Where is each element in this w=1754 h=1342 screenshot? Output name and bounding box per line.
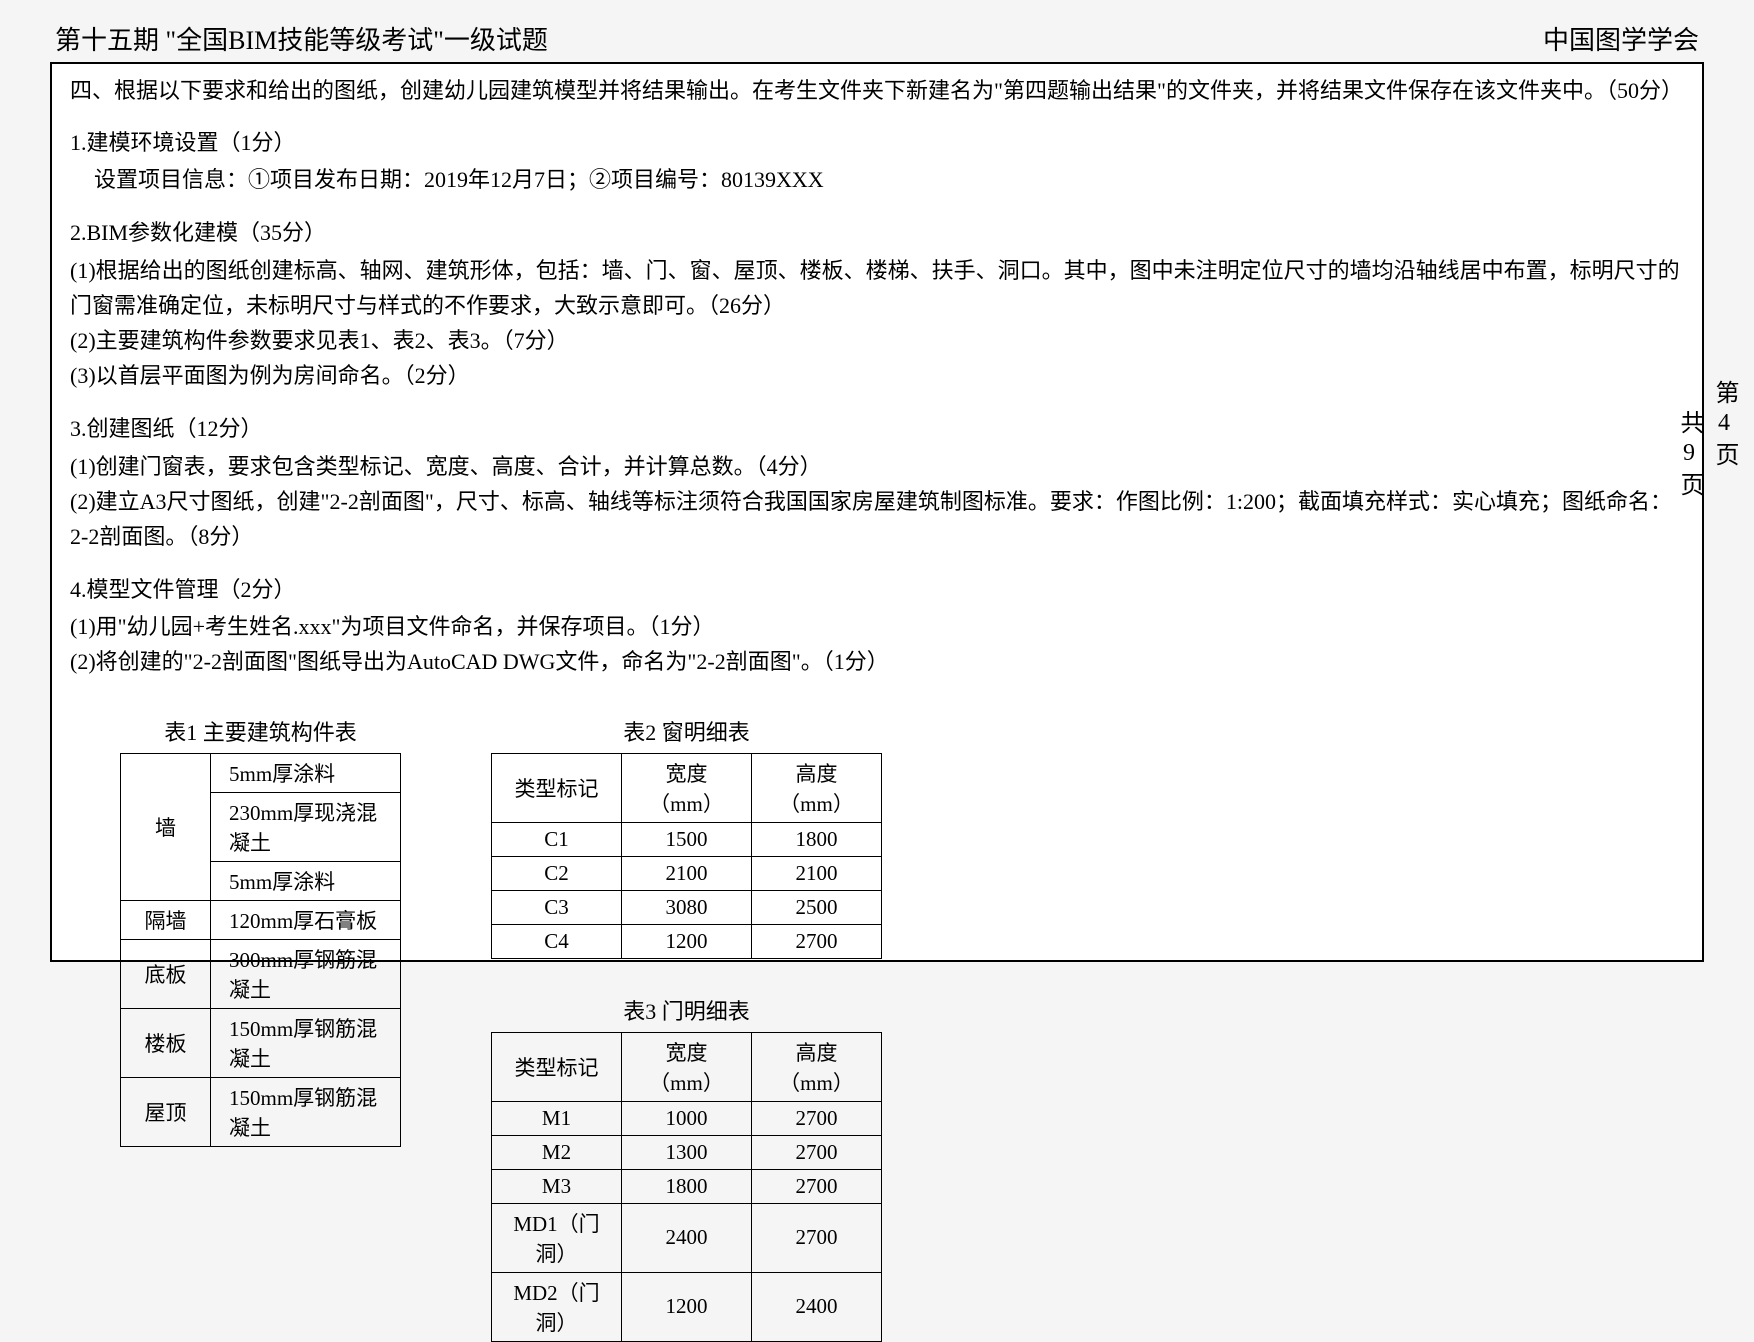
s1-title: 1.建模环境设置（1分） [70, 125, 1684, 160]
t2-cell: 3080 [622, 890, 752, 924]
t1-cell: 300mm厚钢筋混凝土 [211, 939, 401, 1008]
t3-cell: 2400 [752, 1272, 882, 1341]
t2-cell: 2700 [752, 924, 882, 958]
table3-block: 表3 门明细表 类型标记 宽度（mm） 高度（mm） M1 1000 2700 … [491, 994, 882, 1342]
t1-cell: 5mm厚涂料 [211, 753, 401, 792]
s2-p3: (3)以首层平面图为例为房间命名。（2分） [70, 358, 1684, 393]
pager-line2: 共9页 [1672, 410, 1707, 502]
table1: 墙 5mm厚涂料 230mm厚现浇混凝土 5mm厚涂料 隔墙 120mm厚石膏板… [120, 753, 401, 1147]
t3-cell: 1200 [622, 1272, 752, 1341]
t1-cell: 墙 [121, 753, 211, 900]
t2-cell: C2 [492, 856, 622, 890]
t1-cell: 150mm厚钢筋混凝土 [211, 1008, 401, 1077]
t3-cell: 2700 [752, 1203, 882, 1272]
table-row: 墙 5mm厚涂料 [121, 753, 401, 792]
table-row: M1 1000 2700 [492, 1101, 882, 1135]
t2-cell: C4 [492, 924, 622, 958]
table3: 类型标记 宽度（mm） 高度（mm） M1 1000 2700 M2 1300 … [491, 1032, 882, 1342]
table-row: C2 2100 2100 [492, 856, 882, 890]
t1-cell: 150mm厚钢筋混凝土 [211, 1077, 401, 1146]
t1-cell: 底板 [121, 939, 211, 1008]
s2-p2: (2)主要建筑构件参数要求见表1、表2、表3。（7分） [70, 323, 1684, 358]
t3-cell: 2700 [752, 1101, 882, 1135]
table-row: C4 1200 2700 [492, 924, 882, 958]
table2-block: 表2 窗明细表 类型标记 宽度（mm） 高度（mm） C1 1500 1800 … [491, 715, 882, 959]
table-row: 隔墙 120mm厚石膏板 [121, 900, 401, 939]
t1-cell: 楼板 [121, 1008, 211, 1077]
table3-caption: 表3 门明细表 [491, 994, 882, 1026]
table-row: 楼板 150mm厚钢筋混凝土 [121, 1008, 401, 1077]
pager-line1: 第4页 [1711, 380, 1737, 472]
table-row: 类型标记 宽度（mm） 高度（mm） [492, 753, 882, 822]
header-left: 第十五期 "全国BIM技能等级考试"一级试题 [55, 20, 548, 57]
s1-line1: 设置项目信息：①项目发布日期：2019年12月7日；②项目编号：80139XXX [70, 162, 1684, 197]
t3-cell: MD2（门洞） [492, 1272, 622, 1341]
question-intro: 四、根据以下要求和给出的图纸，创建幼儿园建筑模型并将结果输出。在考生文件夹下新建… [70, 74, 1684, 107]
t2-cell: 1200 [622, 924, 752, 958]
t2-cell: 1800 [752, 822, 882, 856]
t3-cell: MD1（门洞） [492, 1203, 622, 1272]
table1-caption: 表1 主要建筑构件表 [120, 715, 401, 747]
t2-cell: 2100 [622, 856, 752, 890]
section-3: 3.创建图纸（12分） (1)创建门窗表，要求包含类型标记、宽度、高度、合计，并… [70, 411, 1684, 554]
s3-p2: (2)建立A3尺寸图纸，创建"2-2剖面图"，尺寸、标高、轴线等标注须符合我国国… [70, 484, 1684, 554]
content-box: 四、根据以下要求和给出的图纸，创建幼儿园建筑模型并将结果输出。在考生文件夹下新建… [50, 62, 1704, 962]
t2-cell: 2100 [752, 856, 882, 890]
table2-caption: 表2 窗明细表 [491, 715, 882, 747]
t1-cell: 隔墙 [121, 900, 211, 939]
table2: 类型标记 宽度（mm） 高度（mm） C1 1500 1800 C2 2100 … [491, 753, 882, 959]
t3-cell: 2700 [752, 1135, 882, 1169]
s2-p1: (1)根据给出的图纸创建标高、轴网、建筑形体，包括：墙、门、窗、屋顶、楼板、楼梯… [70, 253, 1684, 323]
t2-cell: 2500 [752, 890, 882, 924]
t3-header: 类型标记 [492, 1032, 622, 1101]
t3-header: 高度（mm） [752, 1032, 882, 1101]
page-number: 第4页 共9页 [1672, 380, 1742, 502]
t3-cell: M2 [492, 1135, 622, 1169]
t3-cell: 2700 [752, 1169, 882, 1203]
page-header: 第十五期 "全国BIM技能等级考试"一级试题 中国图学学会 [50, 20, 1704, 62]
t1-cell: 120mm厚石膏板 [211, 900, 401, 939]
t2-header: 类型标记 [492, 753, 622, 822]
t3-header: 宽度（mm） [622, 1032, 752, 1101]
section-4: 4.模型文件管理（2分） (1)用"幼儿园+考生姓名.xxx"为项目文件命名，并… [70, 572, 1684, 680]
table-row: M3 1800 2700 [492, 1169, 882, 1203]
s3-title: 3.创建图纸（12分） [70, 411, 1684, 446]
t2-header: 宽度（mm） [622, 753, 752, 822]
t3-cell: M3 [492, 1169, 622, 1203]
t2-cell: 1500 [622, 822, 752, 856]
header-right: 中国图学学会 [1543, 20, 1699, 57]
t1-cell: 屋顶 [121, 1077, 211, 1146]
table-row: C1 1500 1800 [492, 822, 882, 856]
table-row: C3 3080 2500 [492, 890, 882, 924]
t3-cell: 1300 [622, 1135, 752, 1169]
table-row: 类型标记 宽度（mm） 高度（mm） [492, 1032, 882, 1101]
table-row: MD2（门洞） 1200 2400 [492, 1272, 882, 1341]
t3-cell: 2400 [622, 1203, 752, 1272]
table-row: M2 1300 2700 [492, 1135, 882, 1169]
table-row: 屋顶 150mm厚钢筋混凝土 [121, 1077, 401, 1146]
t2-header: 高度（mm） [752, 753, 882, 822]
s3-p1: (1)创建门窗表，要求包含类型标记、宽度、高度、合计，并计算总数。（4分） [70, 449, 1684, 484]
t1-cell: 5mm厚涂料 [211, 861, 401, 900]
t3-cell: 1000 [622, 1101, 752, 1135]
section-1: 1.建模环境设置（1分） 设置项目信息：①项目发布日期：2019年12月7日；②… [70, 125, 1684, 197]
t3-cell: M1 [492, 1101, 622, 1135]
s4-p2: (2)将创建的"2-2剖面图"图纸导出为AutoCAD DWG文件，命名为"2-… [70, 644, 1684, 679]
table1-block: 表1 主要建筑构件表 墙 5mm厚涂料 230mm厚现浇混凝土 5mm厚涂料 隔… [120, 715, 401, 1342]
tables-area: 表1 主要建筑构件表 墙 5mm厚涂料 230mm厚现浇混凝土 5mm厚涂料 隔… [70, 715, 1684, 1342]
t3-cell: 1800 [622, 1169, 752, 1203]
s4-title: 4.模型文件管理（2分） [70, 572, 1684, 607]
t2-cell: C3 [492, 890, 622, 924]
tables-right: 表2 窗明细表 类型标记 宽度（mm） 高度（mm） C1 1500 1800 … [491, 715, 882, 1342]
table-row: 底板 300mm厚钢筋混凝土 [121, 939, 401, 1008]
t2-cell: C1 [492, 822, 622, 856]
t1-cell: 230mm厚现浇混凝土 [211, 792, 401, 861]
s4-p1: (1)用"幼儿园+考生姓名.xxx"为项目文件命名，并保存项目。（1分） [70, 609, 1684, 644]
s2-title: 2.BIM参数化建模（35分） [70, 215, 1684, 250]
section-2: 2.BIM参数化建模（35分） (1)根据给出的图纸创建标高、轴网、建筑形体，包… [70, 215, 1684, 393]
table-row: MD1（门洞） 2400 2700 [492, 1203, 882, 1272]
